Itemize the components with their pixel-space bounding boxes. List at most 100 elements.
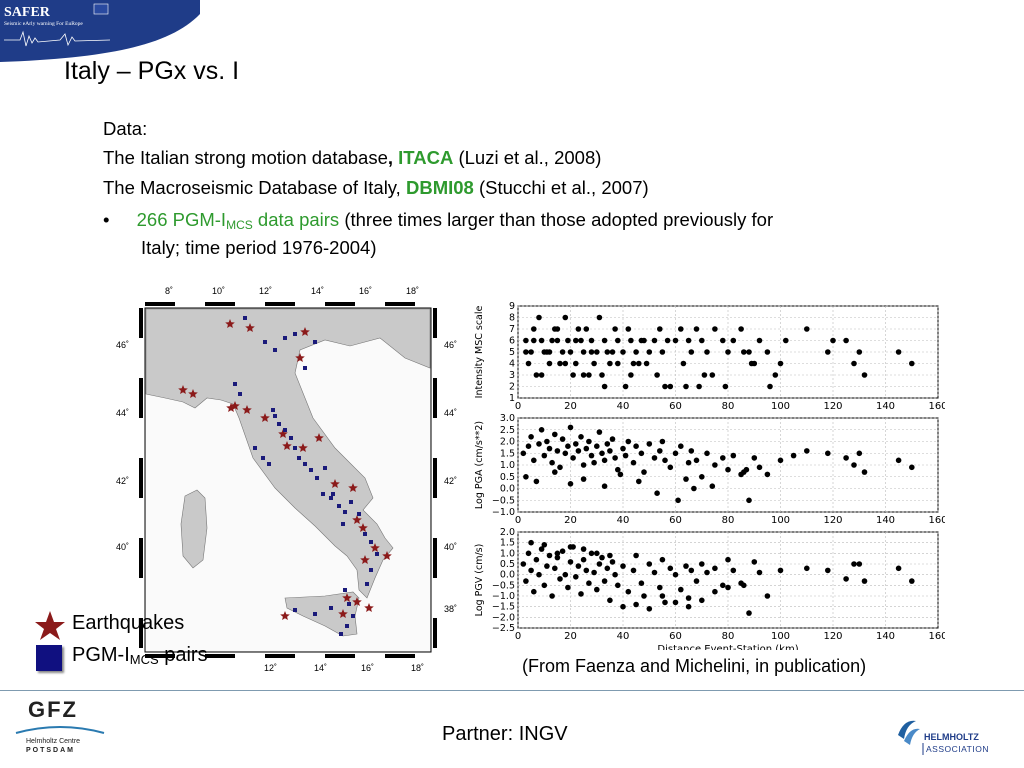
data-point xyxy=(641,469,647,475)
gfz-logo-text: GFZ xyxy=(28,697,78,722)
data-point xyxy=(851,462,857,468)
data-point xyxy=(625,438,632,445)
data-point xyxy=(657,448,663,454)
data-point xyxy=(743,466,750,473)
y-tick-label: 2.0 xyxy=(500,437,515,448)
data-point xyxy=(594,349,600,355)
data-point xyxy=(704,569,710,576)
data-point xyxy=(751,455,758,461)
data-point xyxy=(659,349,666,355)
data-point xyxy=(843,337,849,344)
data-point xyxy=(575,448,582,454)
data-point xyxy=(685,595,692,601)
data-point xyxy=(573,441,579,447)
data-point xyxy=(525,550,532,557)
pgm-pair-square xyxy=(351,614,355,618)
data-point xyxy=(851,360,857,367)
data-point xyxy=(612,455,618,461)
gfz-logo-sub2: POTSDAM xyxy=(26,747,75,754)
data-point xyxy=(528,539,534,546)
x-tick-label: 60 xyxy=(669,631,682,642)
y-tick-label: 0.0 xyxy=(500,484,515,495)
data-point xyxy=(559,436,566,442)
data-point xyxy=(586,580,592,586)
x-tick-label: 20 xyxy=(564,631,577,642)
data-point xyxy=(746,349,752,355)
data-point xyxy=(738,326,744,332)
data-point xyxy=(567,559,574,565)
data-point xyxy=(528,349,534,355)
data-point xyxy=(646,349,653,355)
data-point xyxy=(783,337,789,344)
earthquake-star xyxy=(338,609,348,618)
data-point xyxy=(856,349,863,355)
pgm-pair-square xyxy=(267,462,271,466)
data-point xyxy=(861,469,868,475)
pgm-pair-square xyxy=(363,532,367,536)
data-point xyxy=(546,360,553,367)
data-point xyxy=(651,569,658,576)
right-tick-42: 42˚ xyxy=(444,476,458,486)
data-point xyxy=(683,563,689,569)
data-point xyxy=(712,565,718,572)
itaca-comma: , xyxy=(387,147,394,168)
earthquake-star xyxy=(178,385,188,394)
data-point xyxy=(909,464,915,471)
data-point xyxy=(583,445,590,452)
data-point xyxy=(549,337,555,344)
data-point xyxy=(604,441,611,447)
data-point xyxy=(659,438,666,445)
x-tick-label: 160 xyxy=(928,631,945,642)
data-point xyxy=(720,337,726,344)
data-point xyxy=(604,349,611,355)
top-tick-8: 8˚ xyxy=(165,286,174,296)
top-tick-10: 10˚ xyxy=(212,286,226,296)
data-point xyxy=(601,383,608,390)
data-point xyxy=(630,360,637,367)
eu-flag-icon xyxy=(93,3,109,15)
data-point xyxy=(895,457,902,464)
data-point xyxy=(685,603,692,610)
data-point xyxy=(685,459,692,466)
y-tick-label: 1.5 xyxy=(500,538,515,549)
data-point xyxy=(528,434,534,440)
data-point xyxy=(699,597,705,604)
data-point xyxy=(567,481,574,487)
data-point xyxy=(693,457,700,464)
data-point xyxy=(625,326,632,332)
earthquake-star xyxy=(242,405,252,414)
x-tick-label: 80 xyxy=(722,401,735,412)
earthquake-star xyxy=(348,483,358,492)
data-point xyxy=(570,372,576,378)
dbmi-line: The Macroseismic Database of Italy, DBMI… xyxy=(103,177,649,199)
pgm-pair-square xyxy=(238,392,242,396)
itaca-line: The Italian strong motion database, ITAC… xyxy=(103,147,601,169)
data-point xyxy=(730,567,737,574)
data-point xyxy=(554,337,561,344)
data-point xyxy=(672,337,679,344)
left-tick-46: 46˚ xyxy=(116,340,130,350)
data-point xyxy=(580,372,587,378)
data-point xyxy=(843,576,849,582)
data-point xyxy=(730,337,737,344)
pgm-pair-square xyxy=(233,382,237,386)
helmholtz-text-2: ASSOCIATION xyxy=(926,744,989,754)
y-tick-label: 3 xyxy=(509,370,515,381)
data-point xyxy=(712,588,718,595)
bullet-symbol: • xyxy=(103,209,110,230)
pgm-pair-square xyxy=(293,446,297,450)
itaca-name: ITACA xyxy=(398,147,454,168)
data-point xyxy=(559,548,566,554)
x-tick-label: 0 xyxy=(515,515,521,526)
earthquake-star xyxy=(342,593,352,602)
data-point xyxy=(664,337,671,344)
data-point xyxy=(607,360,613,367)
pgm-pair-square xyxy=(271,408,275,412)
data-point xyxy=(633,349,639,355)
data-point xyxy=(699,561,705,567)
pgm-pair-square xyxy=(283,336,287,340)
dbmi-prefix: The Macroseismic Database of Italy, xyxy=(103,177,401,198)
data-point xyxy=(620,563,626,569)
data-point xyxy=(554,448,561,454)
data-point xyxy=(567,424,574,431)
